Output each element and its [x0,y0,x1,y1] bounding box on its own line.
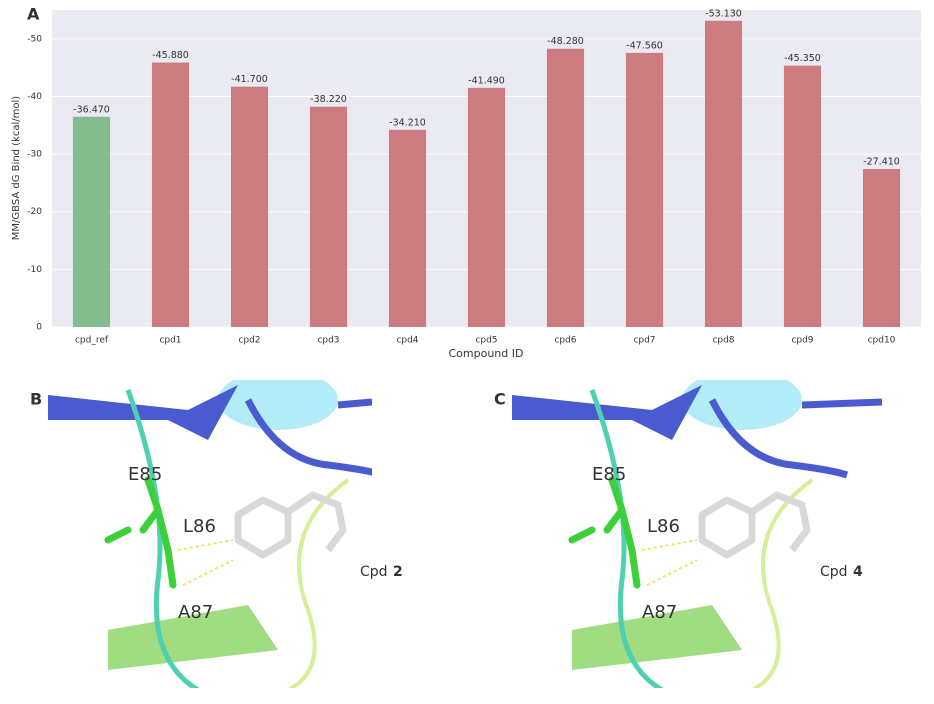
yellow-coil [287,478,350,688]
teal-coil [589,389,664,688]
blue-sheet [512,385,702,440]
bar [388,129,427,327]
residue-label: A87 [178,602,213,623]
value-label: -47.560 [626,40,663,51]
residue-label: L86 [647,516,680,537]
y-tick-label: -30 [27,150,42,160]
blue-loop [244,398,372,476]
x-tick-label: cpd10 [868,336,896,346]
x-tick-label: cpd5 [475,336,497,346]
value-label: -41.700 [231,74,268,85]
y-axis-title: MM/GBSA dG Bind (kcal/mol) [11,96,22,240]
bar [72,116,111,328]
y-tick-label: -20 [27,207,42,217]
x-tick-label: cpd_ref [75,336,109,346]
cyan-helix [218,380,338,430]
ligand-sticks [698,491,811,559]
value-label: -34.210 [389,117,426,128]
x-tick-label: cpd1 [159,336,181,346]
value-label: -41.490 [468,75,505,86]
bar [230,86,269,327]
y-tick-label: -40 [27,92,42,102]
panel-label: B [30,390,42,409]
bar [625,52,664,327]
value-label: -45.350 [784,53,821,64]
value-label: -48.280 [547,36,584,47]
y-tick-label: -10 [27,265,42,275]
residue-sticks [104,476,177,589]
bar [467,87,506,327]
cyan-helix [682,380,802,430]
y-tick-label: -50 [27,34,42,44]
blue-right [337,398,372,409]
value-label: -53.130 [705,8,742,19]
compound-prefix: Cpd [820,564,848,580]
residue-label: A87 [642,602,677,623]
compound-prefix: Cpd [360,564,388,580]
value-label: -27.410 [863,157,900,168]
x-tick-label: cpd9 [791,336,813,346]
y-tick-label: 0 [36,323,42,333]
green-sheet [108,605,278,670]
residue-sticks [568,476,641,589]
bar [783,65,822,328]
bar [862,169,901,327]
structure-image [48,380,372,688]
ligand-sticks [234,491,347,559]
panel-label: C [494,390,506,409]
x-tick-label: cpd8 [712,336,734,346]
value-label: -45.880 [152,50,189,61]
compound-id: 2 [393,564,403,580]
x-tick-label: cpd6 [554,336,576,346]
value-label: -36.470 [73,104,110,115]
x-tick-label: cpd7 [633,336,655,346]
panel-label: A [27,5,40,24]
blue-sheet [48,385,238,440]
x-tick-label: cpd3 [317,336,339,346]
compound-id: 4 [853,564,863,580]
structure-image [512,380,882,688]
blue-loop [708,398,849,479]
bar [151,62,190,328]
residue-label: L86 [183,516,216,537]
blue-right [801,398,882,409]
residue-label: E85 [128,464,162,485]
value-label: -38.220 [310,94,347,105]
x-tick-label: cpd2 [238,336,260,346]
green-sheet [572,605,742,670]
bar [309,106,348,327]
x-tick-label: cpd4 [396,336,418,346]
yellow-coil [751,478,814,688]
teal-coil [125,389,200,688]
x-axis-title: Compound ID [449,347,524,360]
residue-label: E85 [592,464,626,485]
bar [704,20,743,327]
bar [546,48,585,328]
